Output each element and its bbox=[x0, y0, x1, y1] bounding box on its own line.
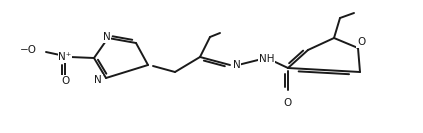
Text: O: O bbox=[357, 37, 365, 47]
Text: N: N bbox=[103, 32, 111, 42]
Text: N: N bbox=[94, 75, 102, 85]
Text: −O: −O bbox=[20, 45, 37, 55]
Text: NH: NH bbox=[259, 54, 275, 64]
Text: N: N bbox=[233, 60, 241, 70]
Text: N⁺: N⁺ bbox=[58, 52, 71, 62]
Text: O: O bbox=[61, 76, 69, 86]
Text: O: O bbox=[284, 98, 292, 108]
